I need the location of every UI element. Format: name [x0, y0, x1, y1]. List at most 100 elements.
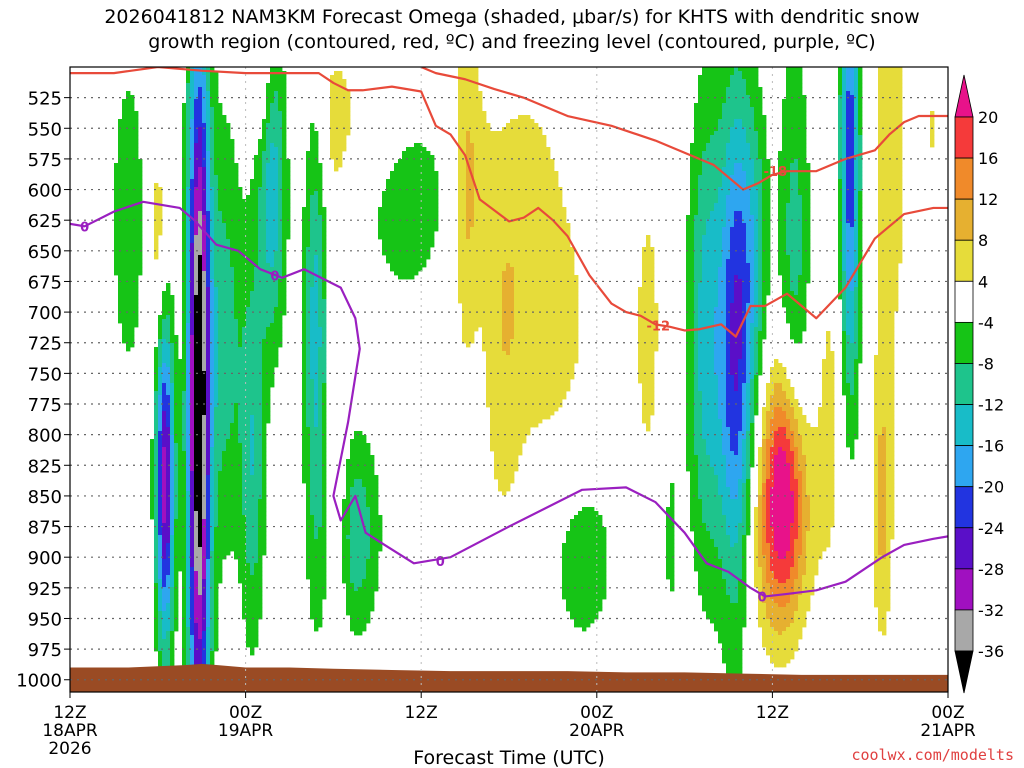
omega-cell	[402, 155, 406, 159]
omega-cell	[430, 207, 434, 211]
omega-cell	[126, 147, 130, 151]
omega-cell	[754, 263, 758, 267]
omega-cell	[890, 175, 894, 179]
omega-cell	[878, 123, 882, 127]
omega-cell	[858, 123, 862, 127]
omega-cell	[122, 211, 126, 215]
omega-cell	[494, 239, 498, 243]
omega-cell	[182, 123, 186, 127]
omega-cell	[190, 143, 194, 147]
omega-cell	[642, 251, 646, 255]
omega-cell	[730, 207, 734, 211]
omega-cell	[486, 175, 490, 179]
omega-cell	[230, 203, 234, 207]
omega-cell	[786, 203, 790, 207]
omega-cell	[510, 119, 514, 123]
omega-cell	[898, 135, 902, 139]
omega-cell	[878, 87, 882, 91]
omega-cell	[218, 143, 222, 147]
omega-cell	[202, 79, 206, 83]
omega-cell	[702, 143, 706, 147]
omega-cell	[214, 163, 218, 167]
omega-cell	[306, 179, 310, 183]
omega-cell	[838, 207, 842, 211]
omega-cell	[410, 267, 414, 271]
omega-cell	[886, 107, 890, 111]
omega-cell	[718, 223, 722, 227]
omega-cell	[722, 263, 726, 267]
omega-cell	[126, 91, 130, 95]
omega-cell	[786, 183, 790, 187]
omega-cell	[138, 231, 142, 235]
omega-cell	[750, 195, 754, 199]
omega-cell	[278, 195, 282, 199]
omega-cell	[734, 251, 738, 255]
omega-cell	[274, 67, 278, 71]
omega-cell	[798, 111, 802, 115]
omega-cell	[114, 203, 118, 207]
omega-cell	[798, 215, 802, 219]
omega-cell	[266, 255, 270, 259]
omega-cell	[194, 79, 198, 83]
omega-cell	[838, 235, 842, 239]
omega-cell	[406, 251, 410, 255]
omega-cell	[734, 115, 738, 119]
omega-cell	[790, 211, 794, 215]
omega-cell	[738, 235, 742, 239]
omega-cell	[310, 215, 314, 219]
omega-cell	[898, 131, 902, 135]
omega-cell	[202, 143, 206, 147]
omega-cell	[222, 127, 226, 131]
omega-cell	[858, 163, 862, 167]
omega-cell	[534, 179, 538, 183]
omega-cell	[502, 243, 506, 247]
omega-cell	[894, 251, 898, 255]
omega-cell	[882, 239, 886, 243]
omega-cell	[702, 263, 706, 267]
omega-cell	[202, 159, 206, 163]
omega-cell	[310, 151, 314, 155]
omega-cell	[558, 231, 562, 235]
omega-cell	[694, 251, 698, 255]
omega-cell	[214, 135, 218, 139]
omega-cell	[542, 263, 546, 267]
omega-cell	[274, 191, 278, 195]
omega-cell	[510, 255, 514, 259]
omega-cell	[838, 227, 842, 231]
omega-cell	[786, 239, 790, 243]
omega-cell	[182, 119, 186, 123]
omega-cell	[330, 123, 334, 127]
omega-cell	[742, 115, 746, 119]
omega-cell	[554, 263, 558, 267]
omega-cell	[134, 147, 138, 151]
omega-cell	[538, 263, 542, 267]
omega-cell	[230, 179, 234, 183]
omega-cell	[538, 267, 542, 271]
omega-cell	[546, 207, 550, 211]
omega-cell	[726, 83, 730, 87]
omega-cell	[734, 75, 738, 79]
omega-cell	[886, 103, 890, 107]
omega-cell	[746, 71, 750, 75]
omega-cell	[742, 267, 746, 271]
omega-cell	[890, 139, 894, 143]
omega-cell	[798, 139, 802, 143]
omega-cell	[786, 243, 790, 247]
omega-cell	[694, 255, 698, 259]
omega-cell	[194, 191, 198, 195]
omega-cell	[550, 191, 554, 195]
omega-cell	[858, 191, 862, 195]
omega-cell	[790, 159, 794, 163]
omega-cell	[494, 195, 498, 199]
omega-cell	[758, 107, 762, 111]
omega-cell	[330, 99, 334, 103]
omega-cell	[798, 207, 802, 211]
omega-cell	[534, 247, 538, 251]
omega-cell	[698, 251, 702, 255]
omega-cell	[394, 199, 398, 203]
omega-cell	[254, 259, 258, 263]
omega-cell	[226, 259, 230, 263]
omega-cell	[122, 235, 126, 239]
omega-cell	[858, 87, 862, 91]
omega-cell	[726, 183, 730, 187]
